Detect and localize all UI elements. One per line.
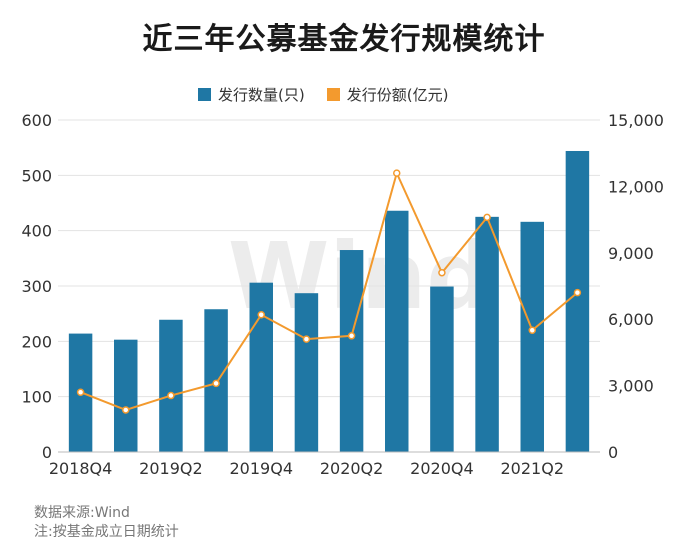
legend-item-count: 发行数量(只) xyxy=(198,84,305,105)
line-point xyxy=(167,391,175,400)
x-tick-label: 2019Q4 xyxy=(230,459,294,478)
line-point xyxy=(76,388,85,396)
x-tick-label: 2019Q2 xyxy=(139,459,203,478)
y-right-tick-label: 0 xyxy=(608,443,618,462)
y-left-tick-label: 200 xyxy=(21,332,52,351)
line-point xyxy=(393,169,401,177)
legend-label-share: 发行份额(亿元) xyxy=(346,86,449,104)
line-point xyxy=(122,406,130,414)
date-note: 注:按基金成立日期统计 xyxy=(34,524,179,540)
y-right-tick-label: 6,000 xyxy=(608,310,654,329)
bar xyxy=(430,286,454,452)
line-point xyxy=(347,332,356,340)
bar xyxy=(294,293,319,452)
line-point xyxy=(212,379,220,388)
x-tick-label: 2020Q2 xyxy=(320,459,384,478)
bar xyxy=(114,339,138,452)
y-right-tick-label: 3,000 xyxy=(608,377,654,396)
bar xyxy=(159,319,183,452)
series-line xyxy=(80,170,579,412)
line-point xyxy=(257,311,265,319)
x-tick-label: 2020Q4 xyxy=(410,459,474,478)
y-left-tick-label: 300 xyxy=(21,277,52,296)
bar xyxy=(565,150,590,452)
legend-label-count: 发行数量(只) xyxy=(218,86,305,104)
legend-item-share: 发行份额(亿元) xyxy=(326,84,449,105)
bar xyxy=(249,282,273,452)
bar xyxy=(339,250,364,452)
line-point xyxy=(573,288,582,297)
line-point xyxy=(302,335,311,343)
x-tick-label: 2021Q2 xyxy=(501,459,565,478)
notes: 数据来源:Wind 注:按基金成立日期统计 xyxy=(34,504,179,542)
line-point xyxy=(528,326,536,335)
y-left-tick-label: 600 xyxy=(21,111,52,130)
y-right-tick-label: 15,000 xyxy=(608,111,664,130)
y-left-tick-label: 0 xyxy=(42,443,52,462)
legend-swatch-count xyxy=(198,88,211,101)
legend: 发行数量(只) 发行份额(亿元) xyxy=(198,84,448,105)
chart-title: 近三年公募基金发行规模统计 xyxy=(142,22,546,57)
y-right-tick-label: 9,000 xyxy=(608,244,654,263)
y-left-tick-label: 500 xyxy=(21,166,52,185)
legend-swatch-share xyxy=(326,88,340,101)
bar xyxy=(520,221,544,452)
bar xyxy=(385,210,409,452)
source-note: 数据来源:Wind xyxy=(34,505,130,521)
bar xyxy=(475,216,499,452)
y-left-tick-label: 400 xyxy=(21,222,52,241)
y-right-tick-label: 12,000 xyxy=(608,177,664,196)
line-point xyxy=(483,213,491,222)
line-point xyxy=(438,268,446,277)
y-left-tick-label: 100 xyxy=(21,388,52,407)
x-tick-label: 2018Q4 xyxy=(49,459,113,478)
